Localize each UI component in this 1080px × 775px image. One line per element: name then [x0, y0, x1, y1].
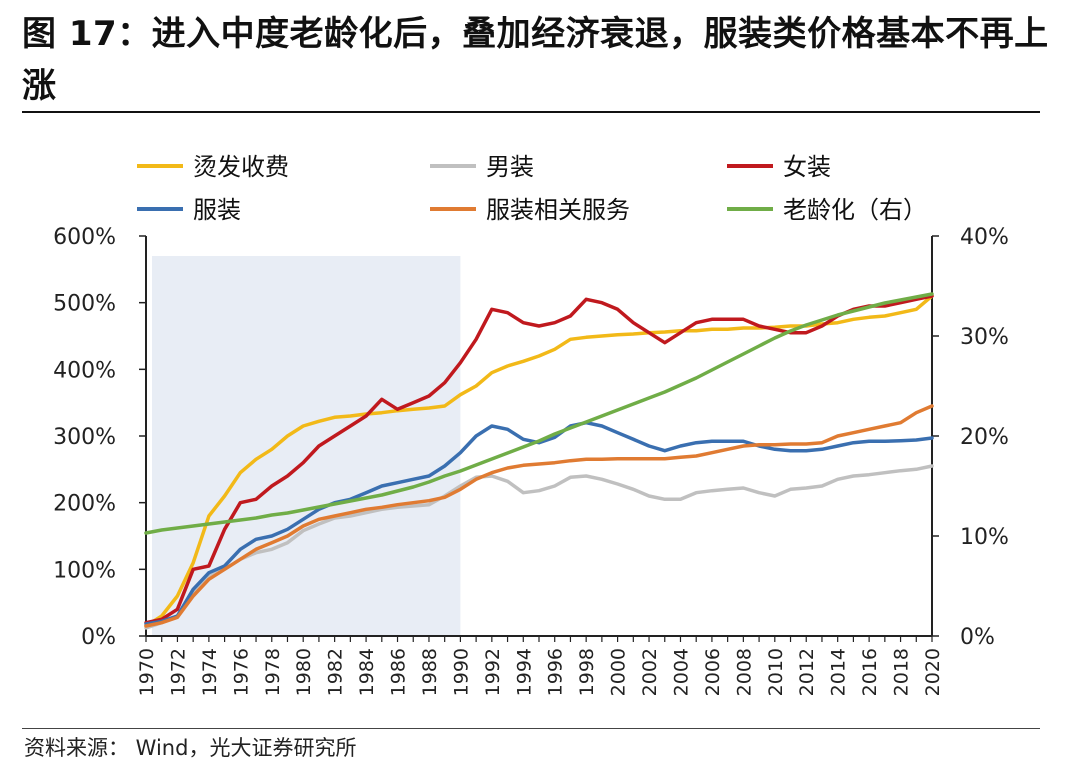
- left-y-tick-label: 100%: [53, 558, 116, 583]
- legend-label-2: 女装: [783, 153, 831, 181]
- left-y-tick-label: 200%: [53, 492, 116, 517]
- x-tick-label: 1978: [262, 648, 284, 696]
- x-tick-label: 1986: [388, 648, 410, 696]
- right-y-tick-label: 40%: [960, 225, 1009, 250]
- series-line-2: [144, 294, 934, 625]
- x-tick-label: 2016: [859, 648, 881, 696]
- legend-label-4: 服装相关服务: [486, 196, 630, 224]
- x-tick-label: 1982: [325, 648, 347, 696]
- source-divider: [22, 728, 1040, 729]
- x-tick-label: 1984: [356, 648, 378, 696]
- right-y-tick-label: 0%: [960, 625, 995, 650]
- x-tick-label: 2018: [891, 648, 913, 696]
- x-tick-label: 2004: [670, 648, 692, 696]
- x-tick-label: 2012: [796, 648, 818, 696]
- legend-label-0: 烫发收费: [193, 153, 289, 181]
- legend-label-1: 男装: [486, 153, 534, 181]
- x-tick-label: 1988: [419, 648, 441, 696]
- x-tick-label: 1996: [545, 648, 567, 696]
- x-tick-label: 1998: [576, 648, 598, 696]
- x-tick-label: 2006: [702, 648, 724, 696]
- right-y-tick-label: 20%: [960, 425, 1009, 450]
- x-tick-label: 1990: [450, 648, 472, 696]
- x-tick-label: 1980: [293, 648, 315, 696]
- left-y-tick-label: 600%: [53, 225, 116, 250]
- left-y-tick-label: 0%: [81, 625, 116, 650]
- left-y-tick-label: 400%: [53, 358, 116, 383]
- x-tick-label: 1992: [482, 648, 504, 696]
- x-tick-label: 2014: [828, 648, 850, 696]
- x-tick-label: 1974: [199, 648, 221, 696]
- left-y-tick-label: 300%: [53, 425, 116, 450]
- series-line-4: [144, 404, 934, 628]
- x-tick-label: 1972: [167, 648, 189, 696]
- x-tick-label: 2008: [733, 648, 755, 696]
- line-chart: 0% 100% 200% 300% 400% 500% 600% 0% 10% 20% 30% 40%…: [53, 153, 1009, 696]
- left-y-tick-label: 500%: [53, 292, 116, 317]
- series-line-5: [144, 292, 934, 535]
- x-tick-label: 1994: [513, 648, 535, 696]
- x-tick-label: 2000: [608, 648, 630, 696]
- x-tick-label: 1970: [136, 648, 158, 696]
- legend-label-5: 老龄化（右）: [783, 196, 927, 224]
- legend-label-3: 服装: [193, 196, 241, 224]
- source-note: 资料来源： Wind，光大证券研究所: [24, 736, 357, 760]
- x-tick-label: 2010: [765, 648, 787, 696]
- chart-title: 图 17：进入中度老龄化后，叠加经济衰退，服装类价格基本不再上涨: [22, 14, 1049, 106]
- x-tick-label: 1976: [230, 648, 252, 696]
- x-tick-label: 2020: [922, 648, 944, 696]
- right-y-tick-label: 10%: [960, 525, 1009, 550]
- x-tick-label: 2002: [639, 648, 661, 696]
- right-y-tick-label: 30%: [960, 325, 1009, 350]
- shaded-period-region: [152, 256, 461, 636]
- title-divider: [22, 111, 1040, 113]
- series-line-1: [144, 464, 934, 630]
